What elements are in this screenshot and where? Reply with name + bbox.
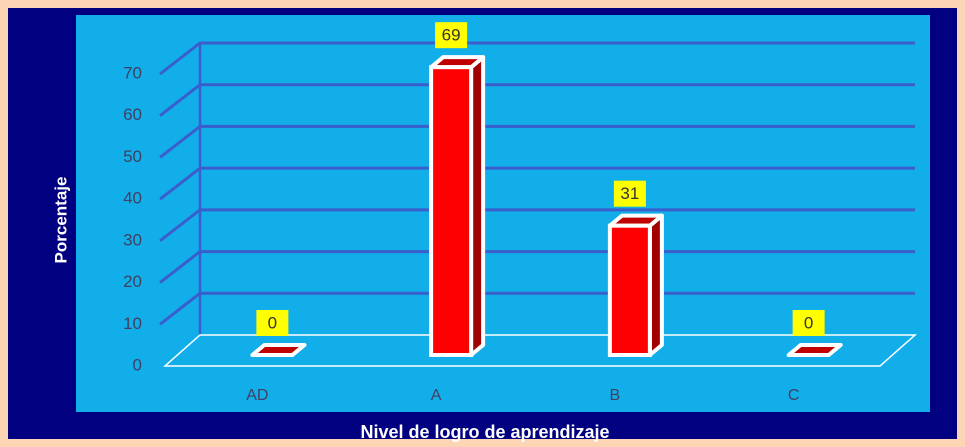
x-tick-label: B xyxy=(610,387,621,404)
grid-line xyxy=(159,250,915,284)
x-tick-label: A xyxy=(431,387,442,404)
data-label-box xyxy=(613,180,646,207)
grid-line xyxy=(159,208,915,243)
grid-line xyxy=(159,83,915,117)
data-label-box xyxy=(256,310,289,336)
x-axis-title: Nivel de logro de aprendizaje xyxy=(360,422,609,442)
y-tick-label: 30 xyxy=(123,230,142,249)
y-tick-label: 10 xyxy=(123,314,142,333)
bar-top xyxy=(786,343,843,357)
data-label: 31 xyxy=(620,184,639,203)
bar xyxy=(607,223,652,357)
y-tick-label: 40 xyxy=(123,189,142,208)
y-tick-label: 50 xyxy=(123,147,142,166)
x-tick-label: C xyxy=(788,387,800,404)
x-tick-label: AD xyxy=(246,387,268,404)
data-label-box xyxy=(792,310,825,336)
y-axis-title: Porcentaje xyxy=(51,177,70,264)
bar-top xyxy=(250,343,307,357)
data-label: 0 xyxy=(268,313,277,332)
data-label: 0 xyxy=(804,313,813,332)
y-tick-label: 20 xyxy=(123,272,142,291)
grid-line xyxy=(159,124,915,159)
grid-line xyxy=(159,41,915,76)
data-label-box xyxy=(435,22,468,49)
plot-area xyxy=(76,15,930,412)
y-tick-label: 60 xyxy=(123,105,142,124)
grid-line xyxy=(159,291,915,326)
floor xyxy=(163,334,917,367)
grid-line xyxy=(159,166,915,201)
bar xyxy=(429,65,474,358)
y-tick-label: 70 xyxy=(123,63,142,82)
y-tick-label: 0 xyxy=(133,355,142,374)
data-label: 69 xyxy=(442,26,461,45)
